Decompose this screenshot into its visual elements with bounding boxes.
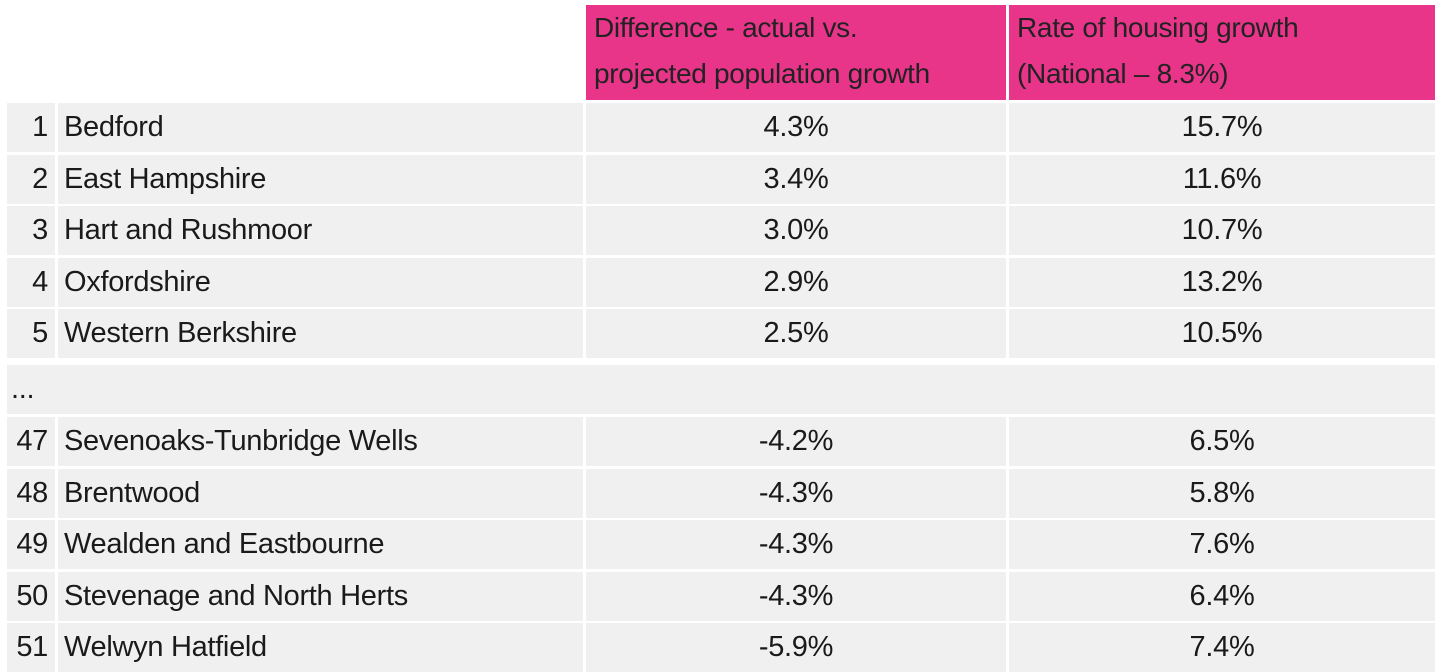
rate-cell: 10.7% xyxy=(1009,206,1435,256)
rate-cell: 13.2% xyxy=(1009,257,1435,307)
region-name-cell: East Hampshire xyxy=(58,154,583,204)
rank-cell: 1 xyxy=(7,103,55,152)
difference-cell: 2.9% xyxy=(586,257,1006,307)
rank-cell: 47 xyxy=(7,417,55,466)
region-name-cell: Sevenoaks-Tunbridge Wells xyxy=(58,417,583,466)
rank-cell: 4 xyxy=(7,257,55,307)
rate-cell: 6.4% xyxy=(1009,571,1435,621)
header-rate: Rate of housing growth (National – 8.3%) xyxy=(1009,5,1435,100)
rate-cell: 7.6% xyxy=(1009,520,1435,570)
header-difference-line2: projected population growth xyxy=(594,58,930,89)
difference-cell: 4.3% xyxy=(586,103,1006,152)
rank-cell: 49 xyxy=(7,520,55,570)
header-difference: Difference - actual vs. projected popula… xyxy=(586,5,1006,100)
difference-cell: -4.3% xyxy=(586,468,1006,518)
rank-cell: 2 xyxy=(7,154,55,204)
region-name-cell: Wealden and Eastbourne xyxy=(58,520,583,570)
ellipsis-text: ... xyxy=(7,365,1435,414)
difference-cell: -5.9% xyxy=(586,623,1006,672)
difference-cell: 2.5% xyxy=(586,309,1006,359)
region-name-cell: Bedford xyxy=(58,103,583,152)
difference-cell: -4.3% xyxy=(586,520,1006,570)
header-rate-line1: Rate of housing growth xyxy=(1017,12,1299,43)
rate-cell: 10.5% xyxy=(1009,309,1435,359)
rank-cell: 51 xyxy=(7,623,55,672)
rate-cell: 6.5% xyxy=(1009,417,1435,466)
difference-cell: 3.0% xyxy=(586,206,1006,256)
rank-cell: 3 xyxy=(7,206,55,256)
region-name-cell: Welwyn Hatfield xyxy=(58,623,583,672)
rank-cell: 50 xyxy=(7,571,55,621)
difference-cell: -4.3% xyxy=(586,571,1006,621)
difference-cell: -4.2% xyxy=(586,417,1006,466)
rate-cell: 7.4% xyxy=(1009,623,1435,672)
rate-cell: 15.7% xyxy=(1009,103,1435,152)
header-difference-line1: Difference - actual vs. xyxy=(594,12,858,43)
region-name-cell: Brentwood xyxy=(58,468,583,518)
region-name-cell: Stevenage and North Herts xyxy=(58,571,583,621)
rate-cell: 5.8% xyxy=(1009,468,1435,518)
rank-cell: 5 xyxy=(7,309,55,359)
rate-cell: 11.6% xyxy=(1009,154,1435,204)
difference-cell: 3.4% xyxy=(586,154,1006,204)
rank-cell: 48 xyxy=(7,468,55,518)
region-name-cell: Hart and Rushmoor xyxy=(58,206,583,256)
region-name-cell: Western Berkshire xyxy=(58,309,583,359)
region-name-cell: Oxfordshire xyxy=(58,257,583,307)
header-rate-line2: (National – 8.3%) xyxy=(1017,58,1229,89)
